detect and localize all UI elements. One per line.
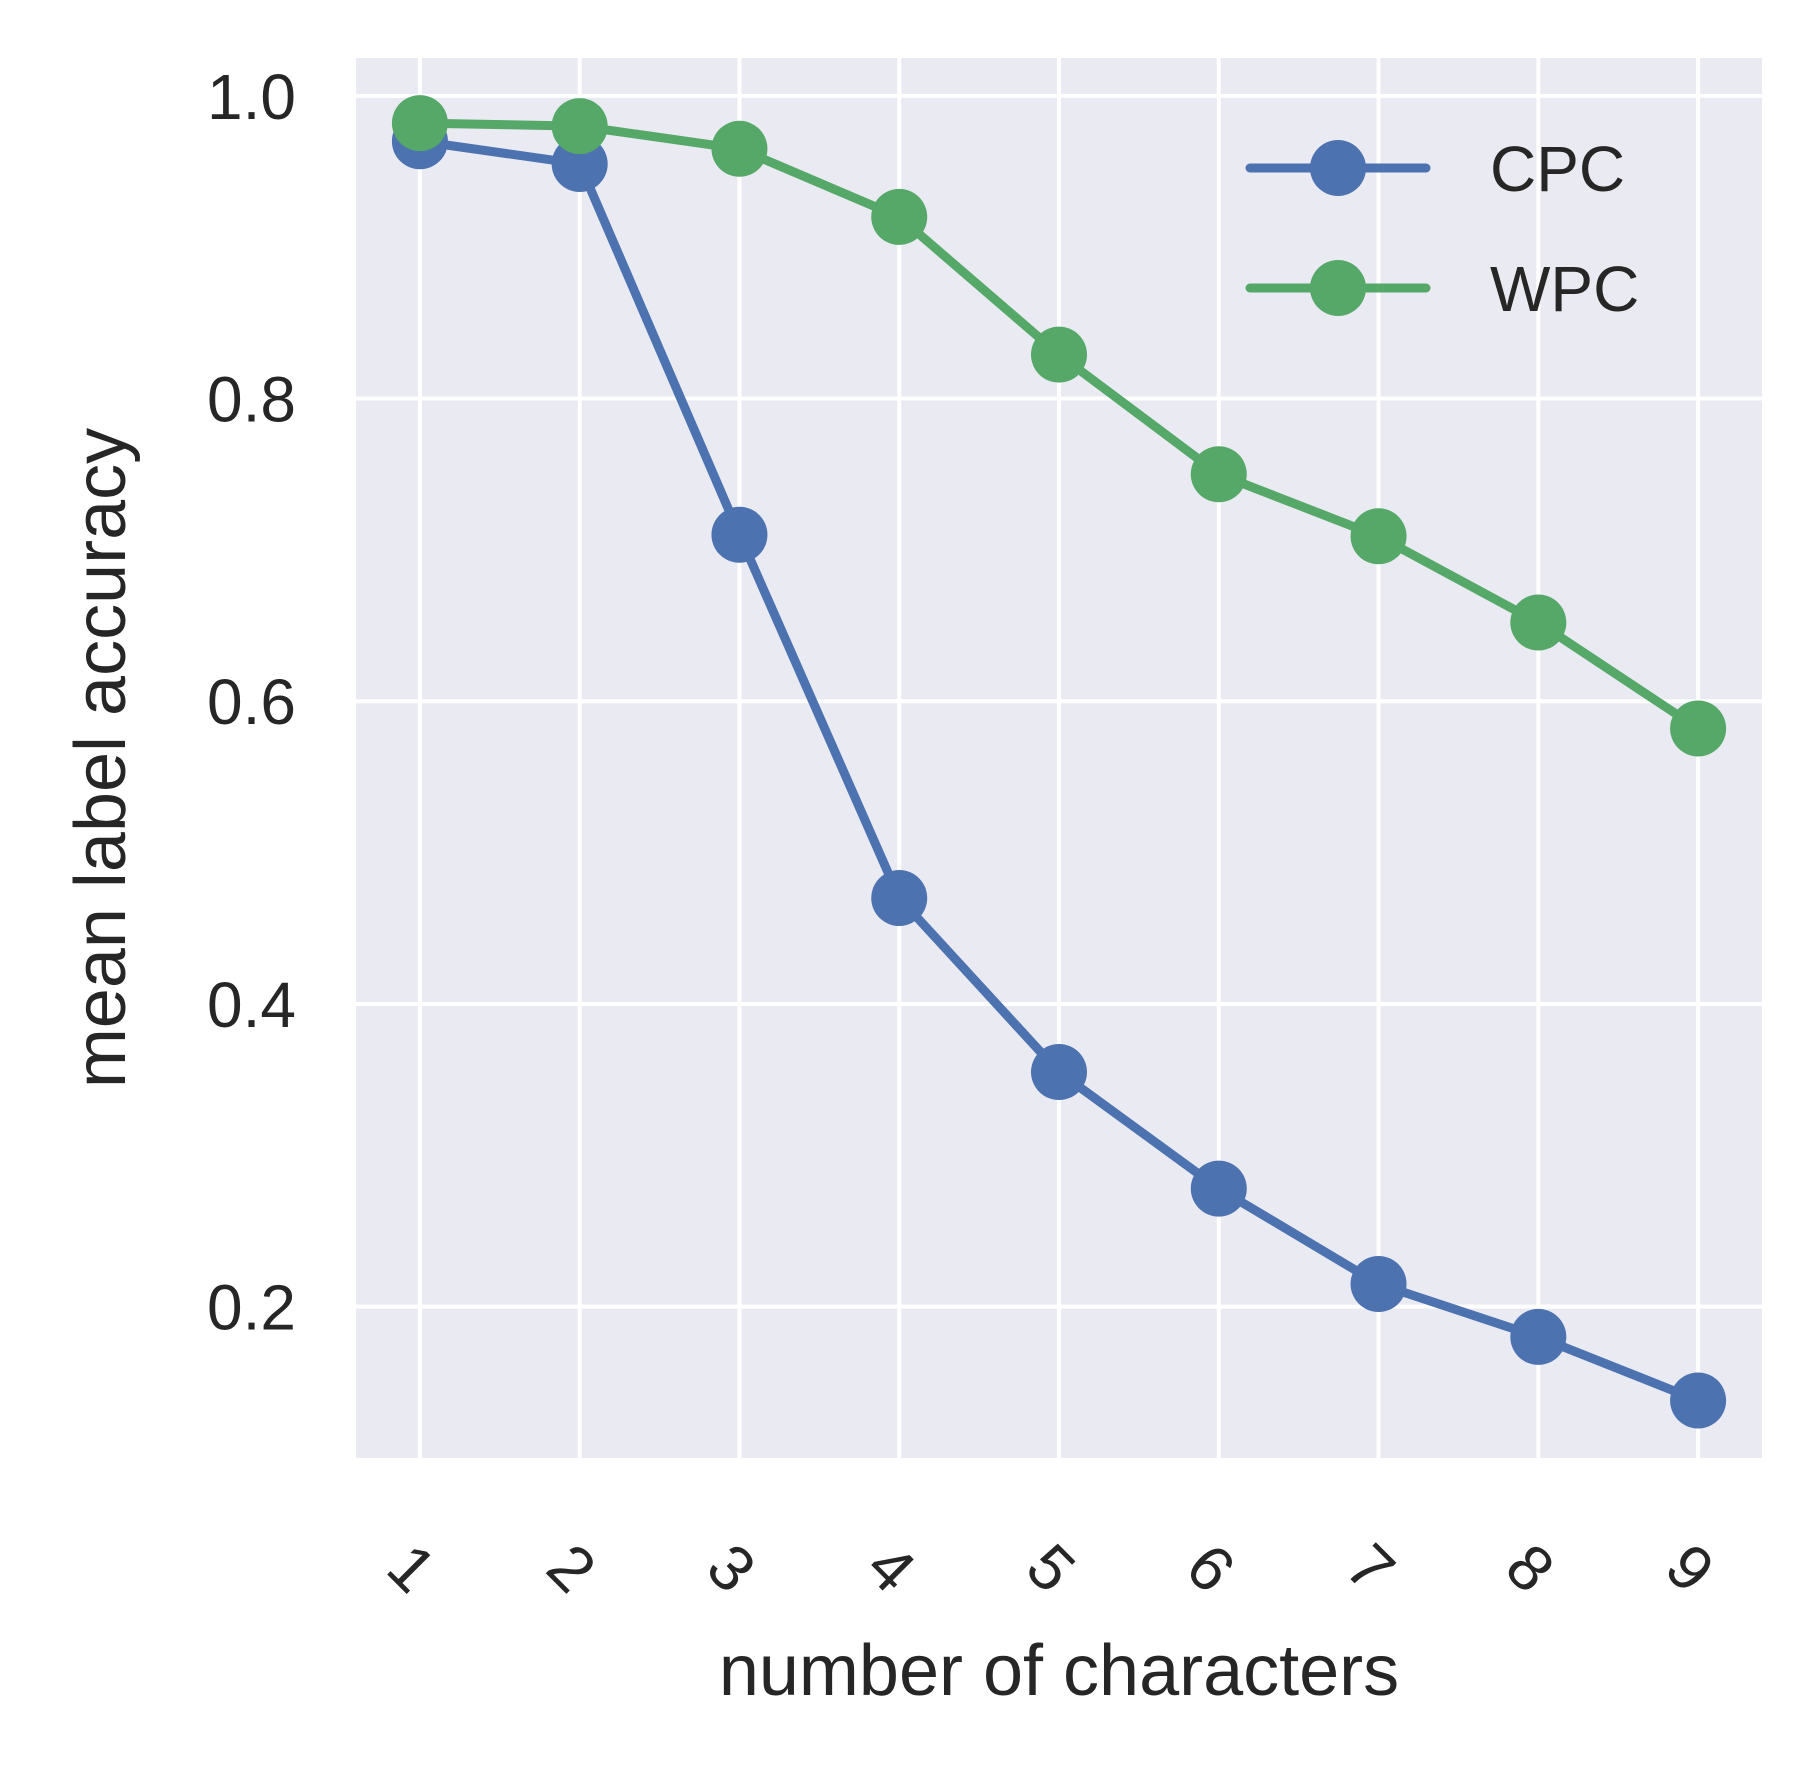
cpc-point — [1031, 1044, 1087, 1101]
wpc-point — [1510, 594, 1567, 651]
legend-item-cpc: CPC — [1245, 133, 1625, 205]
x-tick-label: 8 — [1492, 1530, 1568, 1606]
wpc-point — [1031, 326, 1087, 383]
wpc-point — [391, 95, 448, 152]
y-tick-label: 0.8 — [207, 364, 296, 436]
x-tick-label: 1 — [374, 1530, 450, 1606]
wpc-point — [551, 98, 608, 155]
y-axis-label: mean label accuracy — [61, 428, 141, 1088]
wpc-point — [1350, 508, 1407, 565]
x-tick-label: 4 — [853, 1530, 929, 1606]
x-tick-label: 6 — [1173, 1530, 1249, 1606]
wpc-point — [871, 188, 928, 245]
y-tick-label: 1.0 — [207, 61, 296, 133]
cpc-point — [1190, 1160, 1247, 1217]
y-tick-label: 0.4 — [207, 969, 296, 1041]
y-axis-ticks: 0.2 0.4 0.6 0.8 1.0 — [207, 61, 296, 1344]
grid — [356, 58, 1762, 1458]
legend: CPC WPC — [1245, 133, 1639, 325]
legend-label-cpc: CPC — [1490, 133, 1625, 205]
x-tick-label: 5 — [1013, 1530, 1089, 1606]
x-axis-ticks: 1 2 3 4 5 6 7 8 9 — [374, 1530, 1728, 1606]
cpc-point — [1670, 1372, 1727, 1429]
legend-item-wpc: WPC — [1245, 253, 1639, 325]
cpc-point — [1510, 1308, 1567, 1365]
legend-marker-wpc — [1310, 260, 1366, 316]
wpc-point — [711, 120, 768, 177]
x-tick-label: 3 — [693, 1530, 769, 1606]
cpc-point — [1350, 1255, 1407, 1312]
x-tick-label: 2 — [534, 1530, 610, 1606]
series — [391, 95, 1727, 1429]
x-tick-label: 9 — [1652, 1530, 1728, 1606]
legend-label-wpc: WPC — [1490, 253, 1639, 325]
series-wpc — [391, 95, 1727, 757]
wpc-point — [1190, 446, 1247, 503]
wpc-point — [1670, 700, 1727, 757]
cpc-point — [871, 870, 928, 926]
legend-marker-cpc — [1310, 140, 1366, 196]
y-tick-label: 0.6 — [207, 666, 296, 738]
series-cpc — [391, 113, 1727, 1429]
cpc-point — [711, 506, 768, 563]
x-axis-label: number of characters — [719, 1631, 1399, 1711]
y-tick-label: 0.2 — [207, 1272, 296, 1344]
x-tick-label: 7 — [1333, 1530, 1409, 1606]
